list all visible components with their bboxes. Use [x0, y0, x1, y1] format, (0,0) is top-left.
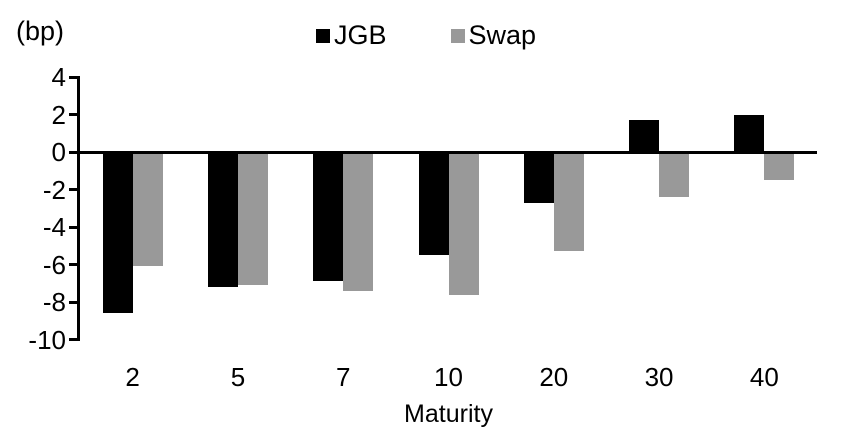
x-tick-label: 7	[335, 362, 351, 392]
y-tick-label: -6	[42, 249, 66, 280]
bar-jgb-10	[418, 152, 449, 256]
legend-label: JGB	[334, 20, 387, 50]
x-tick-label: 10	[434, 362, 463, 392]
bar-jgb-2	[102, 152, 133, 314]
y-tick-label: -8	[42, 287, 66, 317]
bar-swap-10	[448, 152, 479, 295]
y-tick-mark	[69, 263, 80, 266]
x-axis-zero-line	[80, 150, 817, 154]
y-tick-label: -4	[42, 212, 66, 242]
y-tick-label: 2	[51, 99, 66, 130]
bar-swap-2	[132, 152, 163, 267]
bar-swap-7	[343, 152, 374, 291]
y-tick-mark	[69, 75, 80, 79]
bar-jgb-7	[313, 152, 344, 282]
legend-swatch-icon	[316, 28, 330, 43]
bar-jgb-30	[629, 120, 660, 152]
legend-label: Swap	[468, 20, 537, 50]
y-tick-label: -10	[28, 324, 66, 355]
x-tick-label: 30	[644, 362, 674, 392]
y-tick-label: -2	[42, 174, 66, 205]
chart-legend: JGB Swap	[316, 20, 536, 51]
y-tick-mark	[69, 150, 80, 154]
x-tick-label: 40	[749, 362, 779, 392]
y-axis-line	[77, 75, 80, 341]
y-tick-mark	[69, 225, 80, 229]
x-axis-title: Maturity	[404, 400, 493, 428]
bar-jgb-5	[207, 152, 238, 287]
x-tick-label: 20	[539, 362, 569, 392]
x-tick-label: 5	[230, 362, 246, 392]
legend-swatch-icon	[450, 28, 465, 43]
y-tick-mark	[69, 188, 80, 191]
y-tick-label: 0	[51, 137, 66, 167]
bar-swap-40	[764, 152, 795, 181]
y-tick-label: 4	[51, 62, 66, 92]
y-tick-mark	[69, 113, 80, 116]
bar-swap-5	[237, 152, 268, 286]
bar-swap-30	[659, 152, 690, 197]
bar-jgb-40	[734, 114, 765, 152]
legend-item-jgb: JGB	[316, 20, 387, 51]
x-tick-label: 2	[125, 362, 140, 392]
bar-jgb-20	[523, 152, 554, 203]
legend-item-swap: Swap	[450, 20, 537, 51]
y-axis-unit-label: (bp)	[16, 16, 65, 46]
bar-swap-20	[553, 152, 584, 252]
y-tick-mark	[69, 338, 80, 341]
y-tick-mark	[69, 300, 80, 304]
